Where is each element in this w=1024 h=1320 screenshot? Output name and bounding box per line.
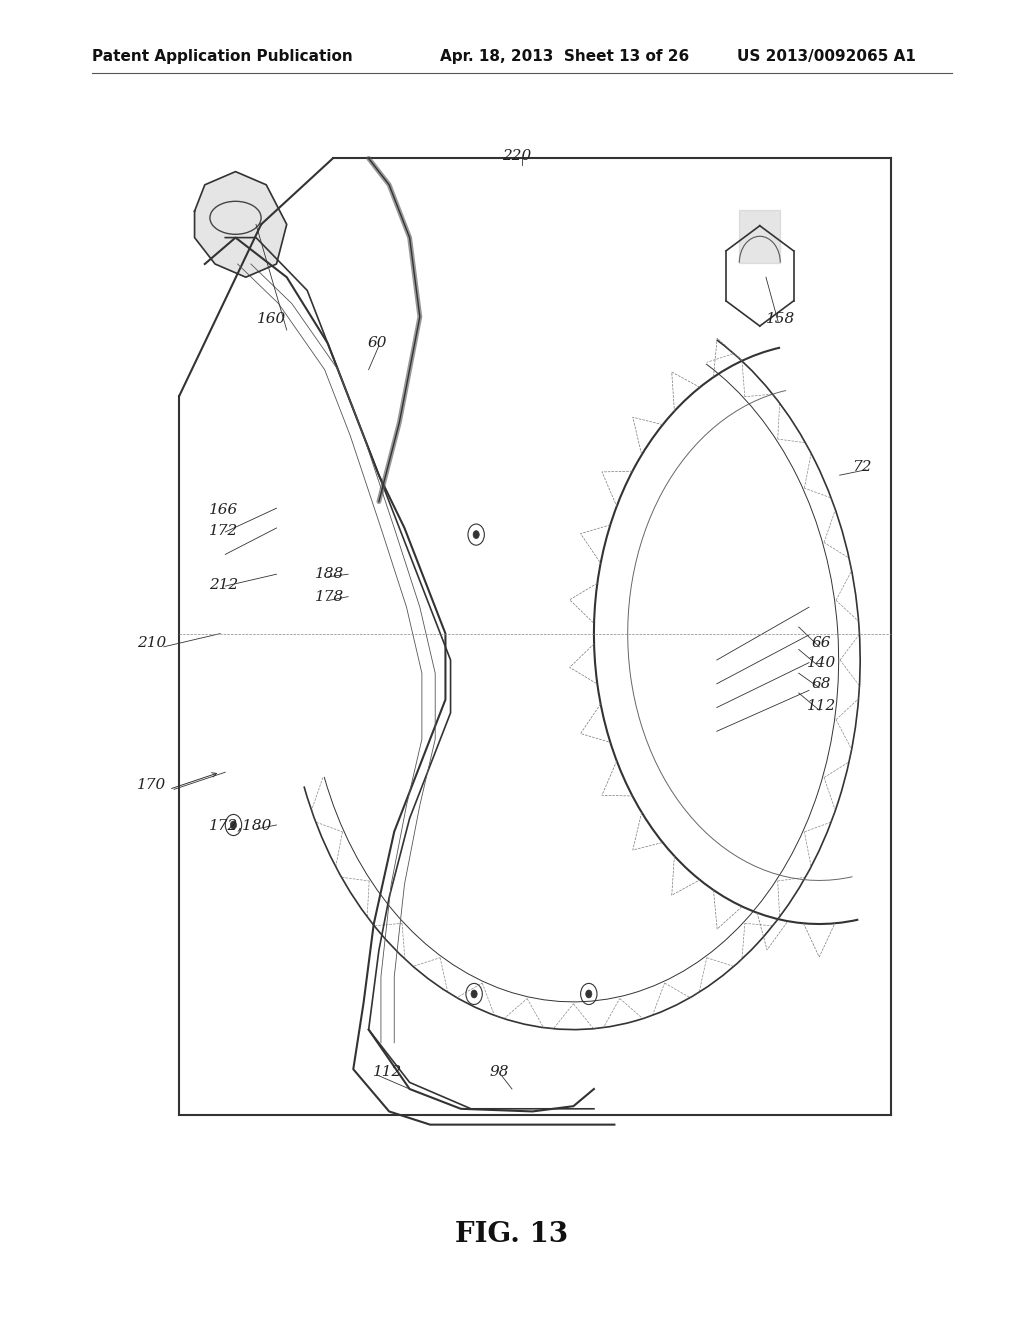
Text: Patent Application Publication: Patent Application Publication <box>92 49 353 65</box>
Text: 220: 220 <box>503 149 531 162</box>
Text: 160: 160 <box>257 313 286 326</box>
Text: US 2013/0092065 A1: US 2013/0092065 A1 <box>737 49 916 65</box>
Circle shape <box>230 821 237 829</box>
Text: 172,180: 172,180 <box>209 818 272 832</box>
Text: 158: 158 <box>766 313 795 326</box>
Text: 210: 210 <box>137 636 166 649</box>
Text: 178: 178 <box>315 590 344 603</box>
Text: 188: 188 <box>315 568 344 581</box>
Text: 72: 72 <box>852 461 872 474</box>
Text: 60: 60 <box>367 337 387 350</box>
Circle shape <box>586 990 592 998</box>
Text: 112: 112 <box>807 700 836 713</box>
Polygon shape <box>739 210 780 263</box>
Text: 212: 212 <box>209 578 238 591</box>
Text: 98: 98 <box>489 1065 510 1078</box>
Text: 140: 140 <box>807 656 836 669</box>
Circle shape <box>471 990 477 998</box>
Text: 68: 68 <box>811 677 831 690</box>
Text: 112: 112 <box>373 1065 401 1078</box>
Text: Apr. 18, 2013  Sheet 13 of 26: Apr. 18, 2013 Sheet 13 of 26 <box>440 49 689 65</box>
Polygon shape <box>195 172 287 277</box>
Text: 166: 166 <box>209 503 238 516</box>
Text: FIG. 13: FIG. 13 <box>456 1221 568 1247</box>
Circle shape <box>473 531 479 539</box>
Text: 172: 172 <box>209 524 238 537</box>
Text: 170: 170 <box>137 779 166 792</box>
Text: 66: 66 <box>811 636 831 649</box>
